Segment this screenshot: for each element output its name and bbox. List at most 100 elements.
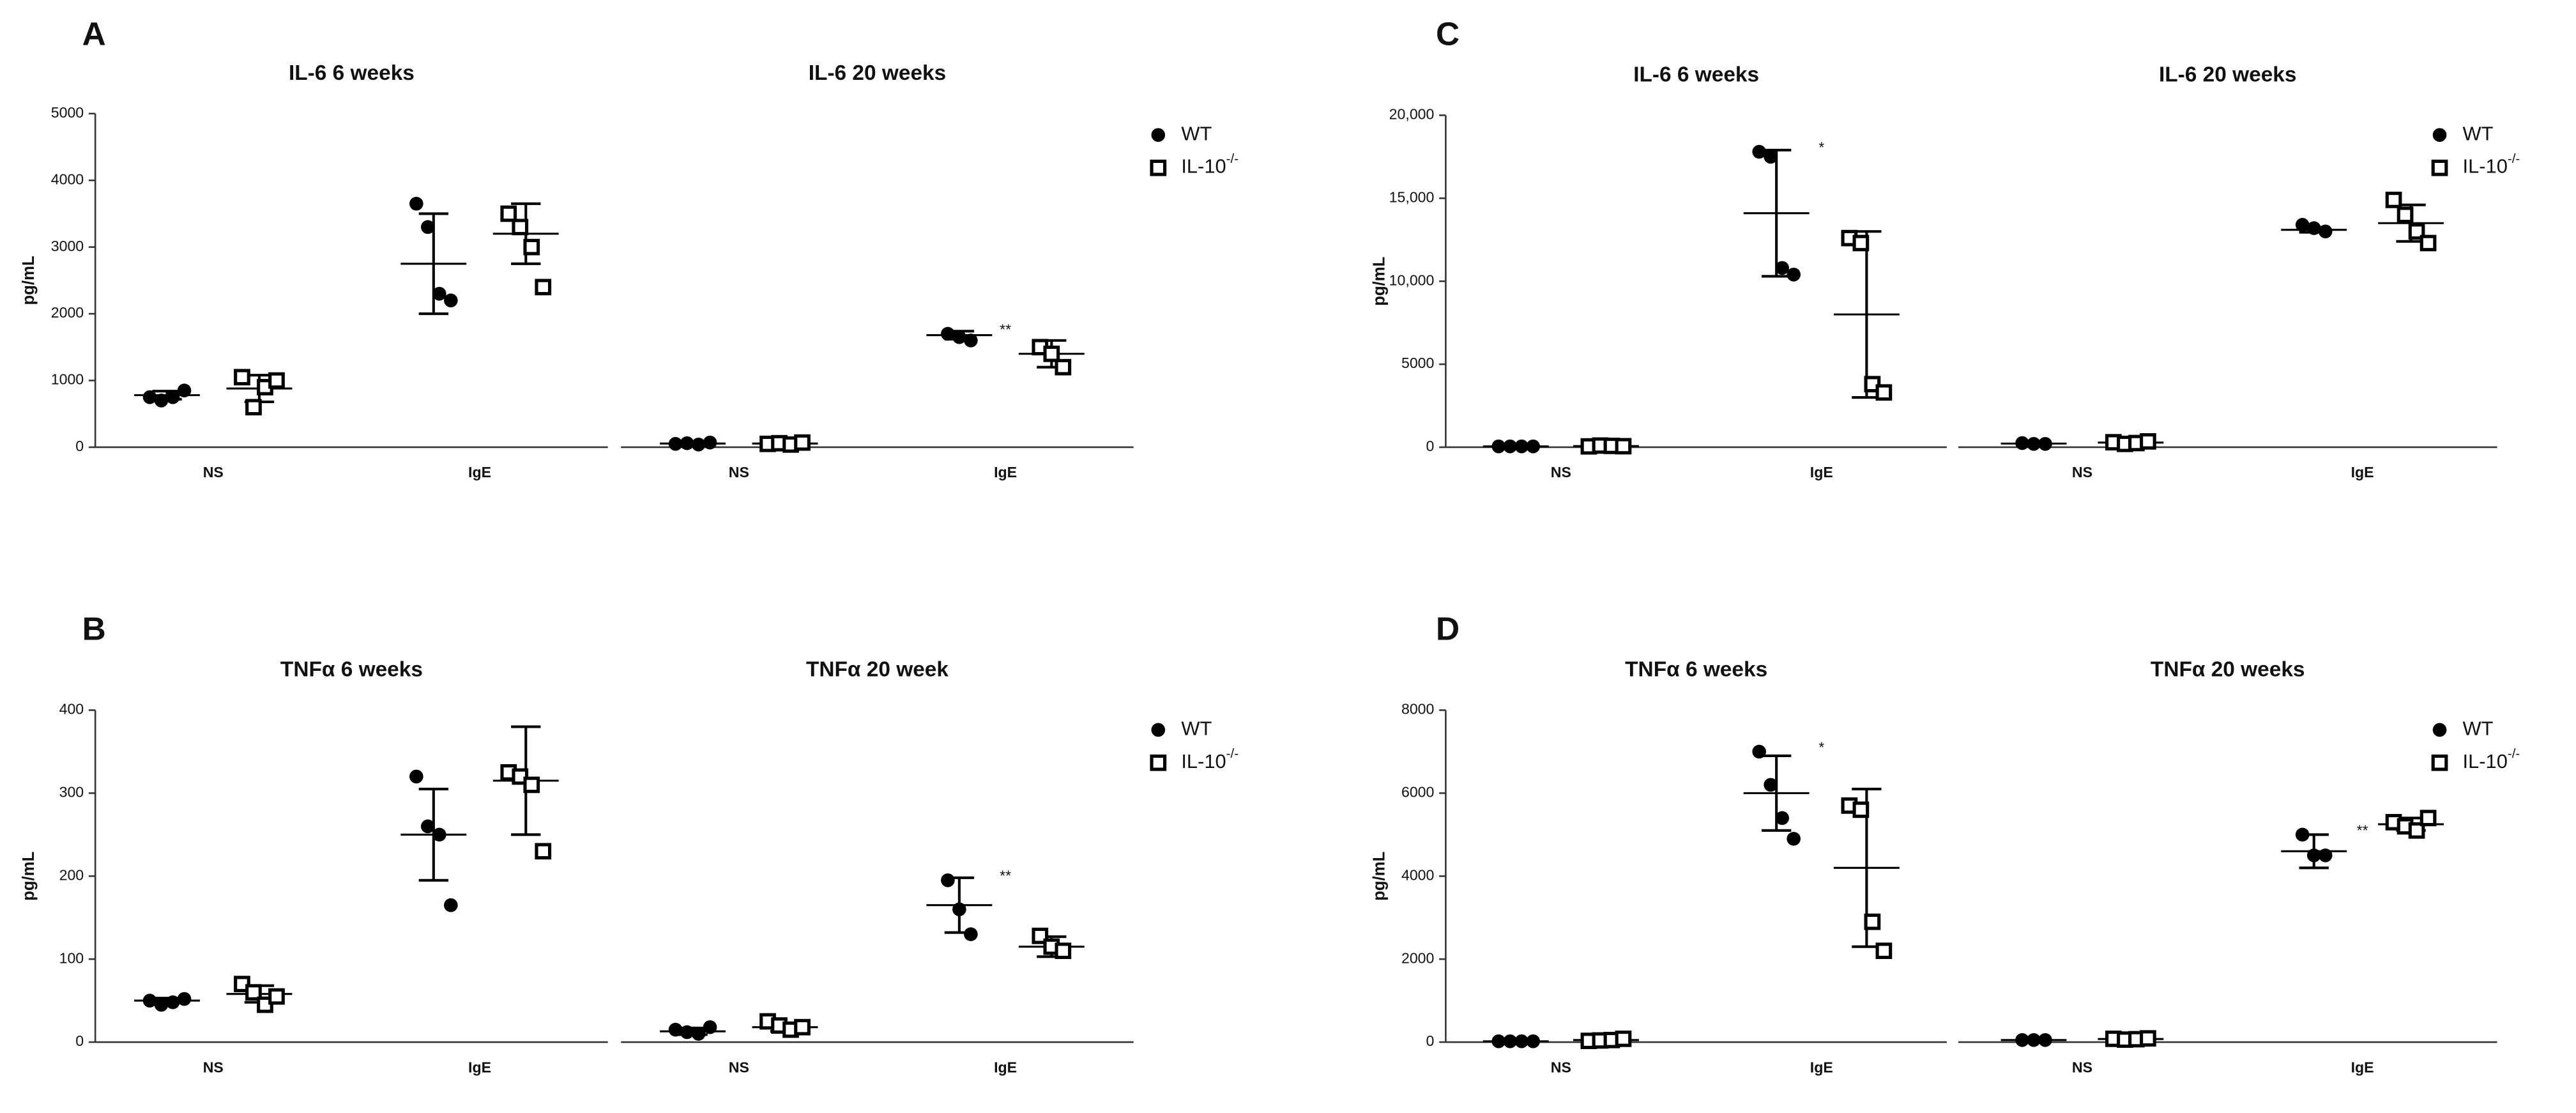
y-axis-label: pg/mL [1370, 852, 1388, 901]
legend-label: IL-10-/- [2463, 151, 2520, 178]
y-tick-label: 5000 [1401, 355, 1434, 371]
y-axis-label: pg/mL [20, 852, 38, 901]
data-point [421, 819, 435, 834]
data-point [1514, 439, 1529, 454]
data-point [941, 873, 955, 887]
data-point [2295, 218, 2310, 232]
data-point [952, 330, 966, 344]
x-tick-label: NS [1551, 464, 1571, 480]
x-tick-label: IgE [2351, 1059, 2374, 1075]
data-point [2027, 436, 2041, 451]
data-point [941, 326, 955, 341]
data-point [444, 898, 458, 912]
x-tick-label: NS [1551, 1059, 1571, 1075]
data-point [142, 994, 157, 1008]
legend-label: IL-10-/- [1181, 151, 1238, 178]
y-axis-label: pg/mL [1370, 257, 1388, 306]
x-tick-label: NS [729, 1059, 749, 1075]
data-point [2408, 223, 2425, 240]
legend-label: IL-10-/- [1181, 746, 1238, 772]
data-point [432, 827, 446, 842]
data-point [1043, 345, 1060, 362]
x-tick-label: IgE [1810, 1059, 1833, 1075]
data-point [268, 988, 285, 1005]
data-point [165, 390, 180, 404]
legend-label: WT [1181, 122, 1212, 144]
x-tick-label: IgE [468, 464, 491, 480]
y-tick-label: 100 [59, 949, 84, 966]
data-point [1150, 159, 1167, 176]
data-point [1852, 801, 1870, 818]
data-point [1055, 358, 1072, 376]
data-point [1151, 723, 1166, 737]
data-point [691, 437, 706, 452]
y-tick-label: 200 [59, 866, 84, 883]
y-tick-label: 1000 [51, 371, 84, 388]
data-point [1615, 1030, 1632, 1047]
data-point [2420, 810, 2437, 827]
data-point [1775, 811, 1789, 825]
legend-label: WT [1181, 718, 1212, 740]
data-point [2140, 433, 2156, 450]
legend-superscript: -/- [2508, 746, 2520, 761]
data-point [680, 436, 694, 450]
data-point [691, 1027, 706, 1041]
y-tick-label: 6000 [1401, 783, 1434, 800]
subplot-title: TNFα 20 weeks [2151, 658, 2305, 682]
data-point [1775, 261, 1789, 275]
data-point [1514, 1034, 1529, 1048]
legend-name: IL-10 [1181, 155, 1226, 178]
data-point [1875, 384, 1893, 401]
data-point [154, 394, 169, 408]
data-point [2038, 1032, 2052, 1047]
subplot-title: IL-6 6 weeks [1633, 63, 1759, 86]
data-point [2306, 221, 2321, 235]
y-tick-label: 400 [59, 701, 84, 718]
data-point [2295, 827, 2310, 842]
panel-label: B [82, 610, 106, 647]
data-point [1150, 754, 1167, 771]
y-tick-label: 0 [1426, 1032, 1435, 1049]
data-point [432, 286, 446, 301]
legend-name: WT [1181, 718, 1212, 740]
subplot-title: TNFα 6 weeks [1625, 658, 1767, 682]
data-point [964, 334, 978, 348]
data-point [1752, 144, 1766, 159]
legend-label: IL-10-/- [2463, 746, 2520, 772]
data-point [1764, 150, 1778, 164]
data-point [1055, 942, 1072, 960]
data-point [1764, 778, 1778, 792]
panel-label: A [82, 15, 106, 52]
data-point [2408, 822, 2425, 839]
significance: ** [1000, 321, 1011, 337]
legend-superscript: -/- [1226, 746, 1238, 761]
y-tick-label: 8000 [1401, 701, 1434, 718]
subplot-title: IL-6 6 weeks [289, 61, 415, 85]
data-point [2431, 159, 2448, 176]
subplot-title: TNFα 6 weeks [280, 658, 423, 682]
data-point [1503, 1034, 1518, 1048]
data-point [268, 372, 285, 389]
y-axis-label: pg/mL [20, 256, 38, 305]
legend-name: WT [2463, 718, 2494, 740]
legend-label: WT [2463, 122, 2494, 144]
data-point [2140, 1030, 2156, 1047]
y-tick-label: 0 [75, 1032, 84, 1049]
y-tick-label: 300 [59, 783, 84, 800]
data-point [523, 776, 540, 794]
x-tick-label: IgE [1810, 464, 1833, 480]
data-point [177, 383, 192, 397]
data-point [234, 369, 250, 386]
data-point [500, 205, 517, 222]
y-tick-label: 0 [75, 438, 84, 454]
y-tick-label: 10,000 [1389, 272, 1435, 288]
legend-label: WT [2463, 718, 2494, 740]
y-tick-label: 5000 [51, 104, 84, 121]
significance: ** [2357, 822, 2368, 838]
data-point [2306, 848, 2321, 863]
y-tick-label: 2000 [1401, 949, 1434, 966]
legend-name: WT [1181, 122, 1212, 144]
y-tick-label: 4000 [51, 171, 84, 187]
data-point [154, 997, 169, 1012]
